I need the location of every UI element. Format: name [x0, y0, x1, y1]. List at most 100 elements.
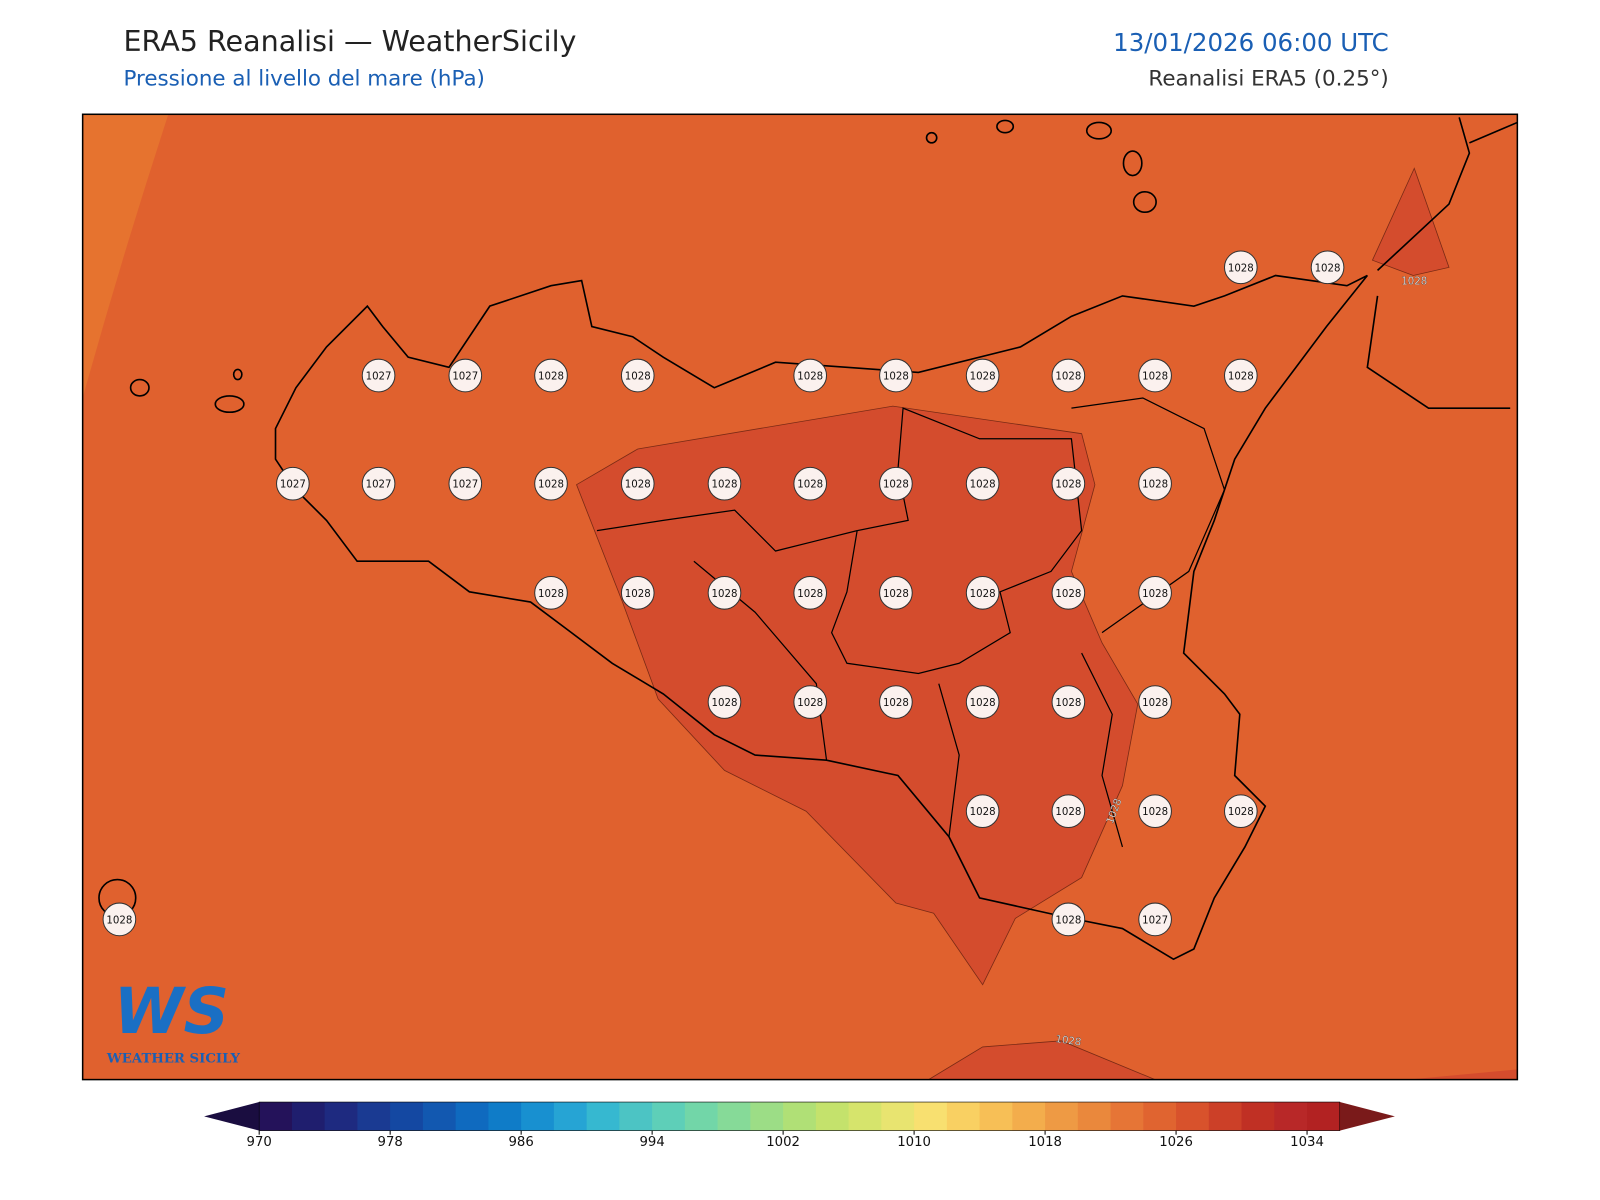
contour-label: 1028 — [1055, 1034, 1082, 1049]
station-marker — [965, 466, 1000, 501]
station-marker — [1223, 250, 1258, 285]
colorbar-tick-label: 986 — [509, 1135, 534, 1150]
station-marker — [793, 466, 828, 501]
station-marker — [793, 576, 828, 610]
station-marker — [879, 576, 913, 610]
station-marker — [1138, 576, 1172, 610]
station-marker — [534, 466, 568, 501]
station-marker — [965, 576, 1000, 610]
colorbar-tick-label: 970 — [247, 1135, 272, 1150]
colorbar-segment — [553, 1102, 588, 1131]
colorbar-segment — [488, 1102, 522, 1131]
station-value: 1028 — [1315, 263, 1341, 274]
station-value: 1027 — [366, 480, 392, 491]
colorbar-segment — [1143, 1102, 1177, 1131]
station-value: 1028 — [970, 589, 996, 600]
station-value: 1028 — [883, 372, 909, 383]
station-marker — [534, 576, 568, 610]
station-value: 1028 — [1055, 589, 1081, 600]
station-marker — [620, 358, 655, 393]
station-value: 1028 — [625, 372, 651, 383]
station-value: 1028 — [797, 372, 823, 383]
colorbar-segment — [291, 1102, 326, 1131]
logo-text: WEATHER SICILY — [106, 1052, 241, 1067]
station-marker — [965, 685, 1000, 719]
colorbar-segment — [324, 1102, 358, 1131]
colorbar-segment — [1176, 1102, 1210, 1131]
station-marker — [707, 685, 742, 719]
station-value: 1028 — [970, 372, 996, 383]
colorbar-under — [204, 1102, 260, 1131]
station-marker — [448, 466, 483, 501]
colorbar-segment — [259, 1102, 293, 1131]
station-marker — [534, 358, 568, 393]
station-value: 1028 — [797, 698, 823, 709]
station-marker — [1051, 685, 1086, 719]
station-value: 1028 — [883, 589, 909, 600]
pressure-band — [82, 114, 169, 398]
station-value: 1028 — [712, 698, 738, 709]
station-marker — [1051, 902, 1086, 937]
station-value: 1027 — [366, 372, 392, 383]
station-marker — [1310, 250, 1345, 285]
station-value: 1028 — [538, 372, 564, 383]
colorbar-segment — [1208, 1102, 1243, 1131]
colorbar-segment — [455, 1102, 489, 1131]
station-value: 1028 — [797, 589, 823, 600]
map-frame — [81, 113, 1519, 1081]
station-marker — [1138, 466, 1172, 501]
colorbar-segment — [1012, 1102, 1046, 1131]
station-value: 1028 — [625, 589, 651, 600]
station-value: 1028 — [106, 915, 132, 926]
map: 1028 1028 1027 1027 1028 1028 1028 1028 1028 1028… — [82, 114, 1518, 1080]
station-marker — [793, 358, 828, 393]
colorbar-segment — [979, 1102, 1013, 1131]
station-value: 1028 — [797, 480, 823, 491]
pressure-band — [927, 1040, 1156, 1080]
station-marker — [707, 576, 742, 610]
station-marker — [620, 466, 655, 501]
station-value: 1028 — [970, 480, 996, 491]
colorbar-segment — [422, 1102, 457, 1131]
station-value: 1028 — [1142, 807, 1168, 818]
colorbar-segment — [881, 1102, 915, 1131]
station-marker — [1051, 466, 1086, 501]
subtitle: Pressione al livello del mare (hPa) — [123, 67, 484, 92]
colorbar-tick-label: 994 — [639, 1135, 664, 1150]
station-marker — [1051, 794, 1086, 829]
station-value: 1028 — [712, 589, 738, 600]
colorbar-tick-label: 1018 — [1028, 1135, 1062, 1150]
colorbar-segment — [783, 1102, 817, 1131]
station-value: 1028 — [538, 480, 564, 491]
station-marker — [879, 466, 913, 501]
station-marker — [879, 358, 913, 393]
station-value: 1028 — [970, 698, 996, 709]
source: Reanalisi ERA5 (0.25°) — [1148, 67, 1388, 92]
colorbar-segment — [652, 1102, 686, 1131]
station-value: 1028 — [1055, 807, 1081, 818]
colorbar-tick-label: 1002 — [766, 1135, 800, 1150]
logo-mark: WS — [114, 974, 229, 1048]
station-marker — [1138, 685, 1172, 719]
station-marker — [1223, 794, 1258, 829]
colorbar-tick-label: 1026 — [1159, 1135, 1193, 1150]
station-value: 1028 — [1142, 589, 1168, 600]
colorbar-tick-label: 978 — [378, 1135, 403, 1150]
station-value: 1028 — [1055, 915, 1081, 926]
colorbar-segment — [946, 1102, 981, 1131]
station-value: 1027 — [280, 480, 306, 491]
colorbar-segment — [1077, 1102, 1112, 1131]
colorbar-segment — [684, 1102, 719, 1131]
colorbar-segment — [815, 1102, 850, 1131]
colorbar-tick-label: 1010 — [897, 1135, 931, 1150]
station-marker — [102, 902, 137, 937]
station-marker — [361, 466, 396, 501]
station-value: 1028 — [1142, 698, 1168, 709]
colorbar-segment — [357, 1102, 391, 1131]
station-marker — [1051, 576, 1086, 610]
colorbar-segment — [848, 1102, 882, 1131]
datetime: 13/01/2026 06:00 UTC — [1113, 28, 1389, 57]
station-marker — [1051, 358, 1086, 393]
colorbar-segment — [1045, 1102, 1079, 1131]
